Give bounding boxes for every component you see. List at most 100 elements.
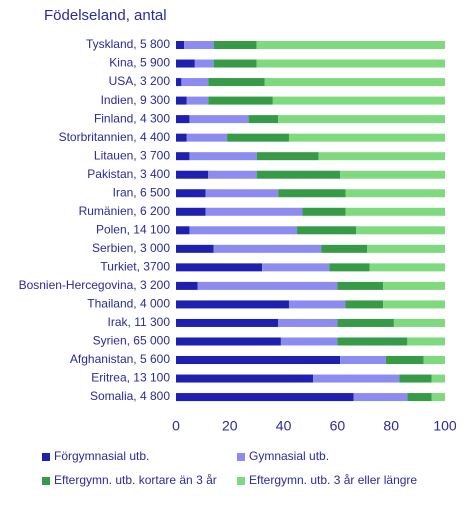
- bar-segment: [208, 78, 265, 87]
- bar-segment: [278, 115, 445, 124]
- bar-segment: [288, 300, 346, 309]
- y-tick-label: Bosnien-Hercegovina, 3 200: [19, 278, 171, 292]
- y-tick-label: Serbien, 3 000: [92, 241, 170, 255]
- legend-swatch: [42, 477, 50, 485]
- y-tick-label: Storbritannien, 4 400: [59, 130, 171, 144]
- legend-label: Eftergymn. utb. 3 år eller längre: [249, 473, 417, 487]
- bar-segment: [176, 337, 281, 346]
- bar-segment: [176, 96, 187, 105]
- bar-segment: [407, 337, 445, 346]
- bar-segment: [366, 244, 445, 253]
- legend-label: Förgymnasial utb.: [54, 449, 149, 463]
- y-tick-label: Afghanistan, 5 600: [70, 352, 170, 366]
- bar-segment: [176, 393, 354, 402]
- bar-segment: [262, 263, 330, 272]
- bar-segment: [340, 356, 386, 365]
- bar-segment: [399, 374, 432, 383]
- y-tick-label: Kina, 5 900: [109, 56, 170, 70]
- bar-segment: [297, 226, 357, 235]
- y-tick-label: Syrien, 65 000: [93, 334, 171, 348]
- bar-segment: [383, 300, 445, 309]
- bar-segment: [205, 207, 303, 216]
- x-tick-label: 20: [222, 418, 238, 434]
- bar-segment: [186, 133, 228, 142]
- x-tick-label: 80: [383, 418, 399, 434]
- y-tick-label: Indien, 9 300: [101, 93, 171, 107]
- y-tick-label: Thailand, 4 000: [87, 297, 170, 311]
- bar-segment: [181, 78, 209, 87]
- bar-segment: [423, 356, 445, 365]
- bar-segment: [176, 41, 185, 49]
- chart-title: Födelseland, antal: [44, 7, 167, 24]
- bar-segment: [176, 263, 263, 272]
- bar-segment: [431, 393, 445, 402]
- bar-segment: [356, 226, 445, 235]
- y-tick-label: Turkiet, 3700: [100, 260, 170, 274]
- legend-label: Eftergymn. utb. kortare än 3 år: [54, 473, 217, 487]
- x-tick-label: 0: [172, 418, 180, 434]
- y-tick-label: Litauen, 3 700: [94, 148, 170, 162]
- y-tick-label: USA, 3 200: [109, 74, 171, 88]
- bar-segment: [208, 170, 257, 179]
- bar-segment: [337, 318, 394, 327]
- bar-segment: [176, 59, 195, 68]
- bar-segment: [176, 115, 190, 124]
- bar-segment: [256, 59, 445, 68]
- bar-segment: [321, 244, 367, 253]
- bar-segment: [302, 207, 346, 216]
- bar-segment: [345, 189, 445, 198]
- bar-segment: [176, 374, 314, 383]
- bar-segment: [176, 152, 190, 161]
- x-tick-label: 40: [276, 418, 292, 434]
- bar-segment: [186, 96, 209, 105]
- bar-segment: [176, 189, 206, 198]
- bar-segment: [353, 393, 408, 402]
- bar-segment: [176, 318, 279, 327]
- bar-segment: [383, 281, 445, 290]
- bar-segment: [213, 244, 322, 253]
- bar-segment: [431, 374, 445, 383]
- bar-segment: [329, 263, 370, 272]
- legend-swatch: [237, 453, 245, 461]
- bar-segment: [278, 189, 346, 198]
- bar-segment: [189, 152, 257, 161]
- bar-segment: [205, 189, 279, 198]
- bar-segment: [189, 115, 249, 124]
- bar-segment: [176, 244, 214, 253]
- y-tick-label: Somalia, 4 800: [90, 389, 170, 403]
- y-tick-label: Rumänien, 6 200: [79, 204, 171, 218]
- bar-segment: [288, 133, 445, 142]
- bar-segment: [213, 41, 257, 49]
- bar-segment: [337, 337, 408, 346]
- bar-segment: [213, 59, 257, 68]
- bar-segment: [176, 170, 209, 179]
- bar-segment: [248, 115, 279, 124]
- y-tick-label: Irak, 11 300: [108, 315, 171, 329]
- y-tick-label: Polen, 14 100: [96, 222, 170, 236]
- bar-segment: [278, 318, 338, 327]
- bar-segment: [189, 226, 298, 235]
- bar-segment: [313, 374, 400, 383]
- bar-segment: [227, 133, 289, 142]
- bar-segment: [393, 318, 445, 327]
- y-tick-label: Eritrea, 13 100: [91, 371, 170, 385]
- bar-segment: [176, 78, 182, 87]
- x-tick-label: 60: [330, 418, 346, 434]
- bar-segment: [272, 96, 445, 105]
- bar-segment: [256, 152, 319, 161]
- bar-segment: [208, 96, 273, 105]
- legend-swatch: [42, 453, 50, 461]
- bar-segment: [176, 356, 341, 365]
- bar-segment: [176, 133, 187, 142]
- bar-segment: [340, 170, 445, 179]
- bar-segment: [318, 152, 445, 161]
- bar-segment: [176, 281, 198, 290]
- bar-segment: [176, 207, 206, 216]
- bar-segment: [176, 226, 190, 235]
- legend-swatch: [237, 477, 245, 485]
- y-tick-label: Tyskland, 5 800: [86, 37, 170, 51]
- y-tick-label: Pakistan, 3 400: [87, 167, 170, 181]
- bar-segment: [345, 300, 384, 309]
- bar-segment: [345, 207, 445, 216]
